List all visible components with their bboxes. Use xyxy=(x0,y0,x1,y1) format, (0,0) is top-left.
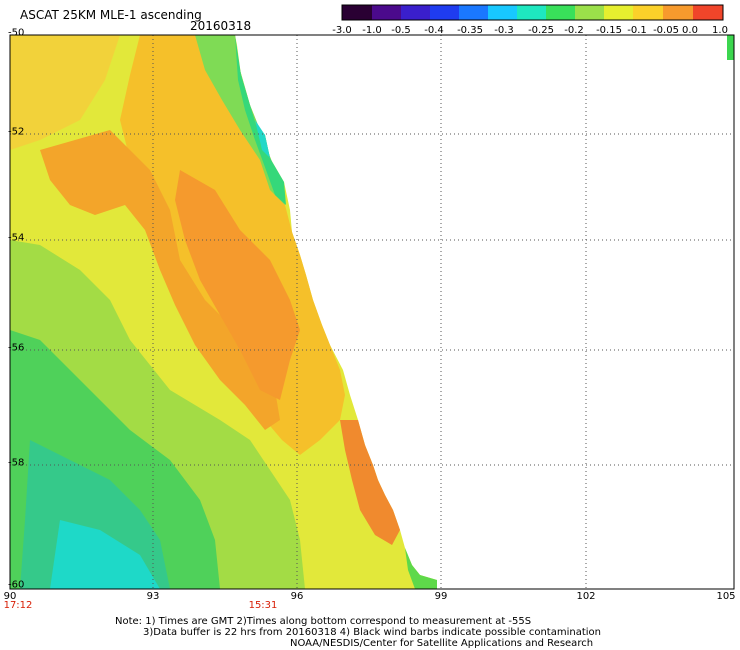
field-region xyxy=(175,170,300,400)
time-label: 15:31 xyxy=(248,600,278,611)
field-region xyxy=(255,120,270,158)
field-region xyxy=(195,35,285,205)
field-region xyxy=(10,35,120,150)
latitude-label: -58 xyxy=(8,457,25,469)
latitude-label: -54 xyxy=(8,232,25,244)
longitude-label: 105 xyxy=(716,591,736,602)
colorbar-segment xyxy=(663,5,693,20)
longitude-label: 96 xyxy=(290,591,304,602)
footnote-credit: NOAA/NESDIS/Center for Satellite Applica… xyxy=(290,638,594,649)
colorbar-segment xyxy=(401,5,430,20)
colorbar-segment xyxy=(693,5,723,20)
field-region xyxy=(340,420,400,545)
colorbar xyxy=(341,4,724,21)
product-date: 20160318 xyxy=(190,19,252,33)
longitude-label: 102 xyxy=(576,591,596,602)
colorbar-label: 0.0 xyxy=(682,25,698,36)
colorbar-label: -3.0 xyxy=(332,25,352,36)
longitude-label: 90 xyxy=(3,591,17,602)
footnote-line-2: 3)Data buffer is 22 hrs from 20160318 4)… xyxy=(143,627,601,638)
colorbar-label: -1.0 xyxy=(362,25,382,36)
grid-lines xyxy=(10,35,734,589)
field-region xyxy=(727,35,734,60)
latitude-label: -60 xyxy=(8,579,25,591)
colorbar-label: -0.2 xyxy=(564,25,584,36)
latitude-label: -50 xyxy=(8,27,25,39)
field-region xyxy=(50,520,160,589)
colorbar-segment xyxy=(546,5,575,20)
colorbar-label: -0.5 xyxy=(391,25,411,36)
colorbar-segment xyxy=(459,5,488,20)
time-label: 17:12 xyxy=(3,600,33,611)
colorbar-label: -0.1 xyxy=(627,25,647,36)
colorbar-segment xyxy=(342,5,372,20)
colorbar-label: -0.15 xyxy=(596,25,622,36)
field-region xyxy=(40,130,280,430)
wind-field xyxy=(10,35,734,589)
colorbar-label: -0.3 xyxy=(494,25,514,36)
colorbar-segment xyxy=(517,5,546,20)
latitude-label: -52 xyxy=(8,126,25,138)
longitude-label: 99 xyxy=(434,591,448,602)
colorbar-segment xyxy=(488,5,517,20)
colorbar-label: -0.05 xyxy=(653,25,679,36)
colorbar-segment xyxy=(604,5,633,20)
colorbar-label: -0.25 xyxy=(528,25,554,36)
colorbar-segment xyxy=(430,5,459,20)
map-frame xyxy=(9,34,735,590)
product-title: ASCAT 25KM MLE-1 ascending xyxy=(20,8,202,22)
colorbar-frame xyxy=(341,4,724,21)
colorbar-label: 1.0 xyxy=(712,25,728,36)
field-region xyxy=(405,548,437,589)
colorbar-segment xyxy=(372,5,401,20)
footnote-line-1: Note: 1) Times are GMT 2)Times along bot… xyxy=(115,616,532,627)
field-region xyxy=(235,35,286,205)
colorbar-segment xyxy=(575,5,604,20)
longitude-label: 93 xyxy=(146,591,160,602)
colorbar-label: -0.4 xyxy=(424,25,444,36)
colorbar-segment xyxy=(633,5,663,20)
latitude-label: -56 xyxy=(8,342,25,354)
colorbar-label: -0.35 xyxy=(457,25,483,36)
